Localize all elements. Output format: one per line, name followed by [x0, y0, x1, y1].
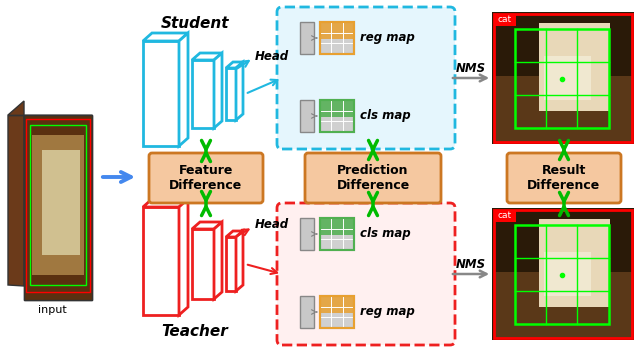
Bar	[320, 22, 354, 54]
Text: Prediction
Difference: Prediction Difference	[336, 164, 410, 192]
Text: input: input	[38, 305, 66, 315]
Bar	[320, 296, 354, 313]
FancyBboxPatch shape	[277, 7, 455, 149]
Bar	[320, 296, 354, 328]
Bar	[494, 210, 632, 338]
FancyBboxPatch shape	[277, 203, 455, 345]
Bar	[300, 296, 314, 328]
Text: Feature
Difference: Feature Difference	[169, 164, 242, 192]
Bar	[494, 210, 516, 222]
Text: cat: cat	[498, 16, 512, 24]
Bar	[24, 115, 92, 300]
Polygon shape	[192, 53, 222, 60]
Bar	[539, 23, 610, 111]
FancyBboxPatch shape	[305, 153, 441, 203]
Bar	[539, 219, 610, 307]
Bar	[320, 296, 354, 328]
Polygon shape	[226, 237, 236, 291]
Polygon shape	[143, 41, 179, 146]
Bar	[320, 218, 354, 235]
Polygon shape	[179, 199, 188, 315]
Polygon shape	[226, 231, 243, 237]
Text: reg map: reg map	[360, 32, 415, 45]
Bar	[26, 119, 90, 292]
Bar	[42, 150, 80, 255]
Bar	[24, 115, 92, 300]
Text: Head: Head	[255, 50, 289, 63]
Polygon shape	[143, 199, 188, 207]
Bar	[494, 14, 632, 142]
Bar	[492, 208, 634, 340]
Bar	[320, 100, 354, 116]
Polygon shape	[226, 68, 236, 120]
Bar	[300, 218, 314, 250]
Bar	[494, 272, 632, 338]
Text: Teacher: Teacher	[161, 324, 228, 338]
Polygon shape	[226, 62, 243, 68]
Bar	[320, 100, 354, 132]
Bar	[320, 100, 354, 132]
Text: cls map: cls map	[360, 228, 411, 240]
Text: Student: Student	[161, 16, 229, 30]
Polygon shape	[24, 115, 92, 300]
Bar	[300, 100, 314, 132]
Text: NMS: NMS	[456, 62, 486, 74]
Bar	[494, 76, 632, 142]
Polygon shape	[179, 33, 188, 146]
Polygon shape	[214, 53, 222, 128]
Polygon shape	[214, 222, 222, 299]
Bar	[320, 218, 354, 250]
FancyBboxPatch shape	[507, 153, 621, 203]
Polygon shape	[192, 60, 214, 128]
Text: Result
Difference: Result Difference	[528, 164, 600, 192]
Polygon shape	[236, 231, 243, 291]
Bar	[320, 218, 354, 250]
Bar	[544, 252, 591, 296]
Polygon shape	[236, 62, 243, 120]
Bar	[492, 12, 634, 144]
FancyBboxPatch shape	[149, 153, 263, 203]
Polygon shape	[192, 229, 214, 299]
Bar	[515, 29, 609, 128]
Text: cls map: cls map	[360, 109, 411, 122]
Polygon shape	[8, 101, 24, 286]
Bar	[30, 125, 86, 285]
Text: cat: cat	[498, 211, 512, 221]
Bar	[300, 22, 314, 54]
Text: reg map: reg map	[360, 306, 415, 319]
Polygon shape	[143, 207, 179, 315]
Bar	[320, 22, 354, 39]
Bar	[515, 225, 609, 324]
Polygon shape	[143, 33, 188, 41]
Bar	[32, 135, 84, 275]
Bar	[494, 14, 516, 26]
Polygon shape	[192, 222, 222, 229]
Text: Head: Head	[255, 218, 289, 232]
Bar	[320, 22, 354, 54]
Text: NMS: NMS	[456, 257, 486, 270]
Bar	[544, 56, 591, 100]
